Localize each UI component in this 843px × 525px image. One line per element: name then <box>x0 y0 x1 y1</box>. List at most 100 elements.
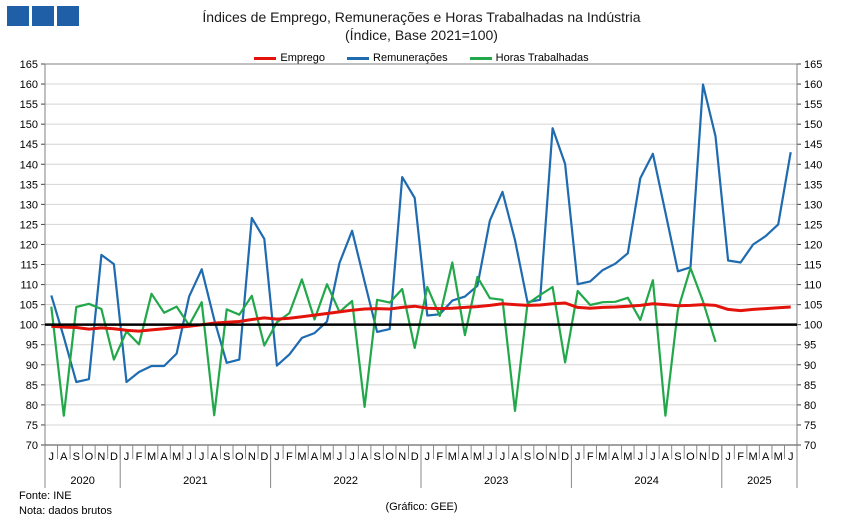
x-tick-label: O <box>536 451 545 463</box>
x-tick-label: J <box>725 451 731 463</box>
x-tick-label: M <box>172 451 181 463</box>
x-tick-label: D <box>411 451 419 463</box>
logo-block-3 <box>57 6 79 26</box>
x-tick-label: M <box>147 451 156 463</box>
x-tick-label: A <box>60 451 68 463</box>
x-tick-label: J <box>500 451 506 463</box>
y2-tick-label: 100 <box>804 320 822 332</box>
series-line-remuneracoes <box>50 83 792 384</box>
x-tick-label: F <box>436 451 443 463</box>
x-tick-label: D <box>110 451 118 463</box>
x-tick-label: A <box>762 451 770 463</box>
source-note: Fonte: INE <box>19 490 72 502</box>
x-tick-label: A <box>662 451 670 463</box>
x-tick-label: N <box>97 451 105 463</box>
legend-item-emprego: Emprego <box>254 52 325 64</box>
legend-swatch-remuneracoes <box>347 56 370 60</box>
x-tick-label: S <box>524 451 531 463</box>
chart-title-line1: Índices de Emprego, Remunerações e Horas… <box>202 9 641 25</box>
y-tick-label: 100 <box>20 320 38 332</box>
y2-tick-label: 75 <box>804 420 816 432</box>
x-tick-label: J <box>124 451 130 463</box>
x-tick-label: N <box>398 451 406 463</box>
x-tick-label: S <box>373 451 380 463</box>
y-tick-label: 130 <box>20 199 38 211</box>
y-tick-label: 70 <box>26 440 38 452</box>
x-tick-label: J <box>337 451 343 463</box>
x-tick-label: J <box>349 451 355 463</box>
legend-label-emprego: Emprego <box>280 52 326 64</box>
x-tick-label: J <box>199 451 205 463</box>
x-tick-label: J <box>788 451 794 463</box>
x-tick-label: A <box>511 451 519 463</box>
logo-block-2 <box>32 6 54 26</box>
x-tick-label: S <box>73 451 80 463</box>
x-tick-label: F <box>286 451 293 463</box>
x-tick-label: J <box>186 451 192 463</box>
gee-logo <box>7 6 79 26</box>
y2-tick-label: 160 <box>804 79 822 91</box>
series-line-emprego <box>51 301 791 333</box>
x-tick-label: A <box>361 451 369 463</box>
x-tick-label: J <box>638 451 644 463</box>
x-tick-label: M <box>297 451 306 463</box>
y2-tick-label: 165 <box>804 59 822 71</box>
x-tick-label: D <box>561 451 569 463</box>
legend-swatch-emprego <box>254 56 277 60</box>
y-tick-label: 165 <box>20 59 38 71</box>
y2-tick-label: 155 <box>804 99 822 111</box>
x-tick-label: J <box>274 451 280 463</box>
y2-tick-label: 135 <box>804 179 822 191</box>
x-tick-label: N <box>549 451 557 463</box>
y2-tick-label: 130 <box>804 199 822 211</box>
x-tick-label: F <box>737 451 744 463</box>
x-tick-label: A <box>211 451 219 463</box>
year-label: 2025 <box>747 475 771 487</box>
y-tick-label: 90 <box>26 360 38 372</box>
y2-tick-label: 115 <box>804 260 822 272</box>
legend-label-remuneracoes: Remunerações <box>373 52 448 64</box>
x-tick-label: A <box>461 451 469 463</box>
chart-legend: Emprego Remunerações Horas Trabalhadas <box>0 52 843 64</box>
x-tick-label: J <box>425 451 431 463</box>
y2-tick-label: 140 <box>804 159 822 171</box>
x-tick-label: O <box>85 451 94 463</box>
legend-item-horas: Horas Trabalhadas <box>469 52 589 64</box>
x-tick-label: O <box>385 451 394 463</box>
y-tick-label: 140 <box>20 159 38 171</box>
y-tick-label: 115 <box>20 260 38 272</box>
legend-swatch-horas <box>469 56 492 60</box>
year-label: 2024 <box>634 475 658 487</box>
series-line-horas-trabalhadas <box>50 261 717 417</box>
y-tick-label: 155 <box>20 99 38 111</box>
y-tick-label: 160 <box>20 79 38 91</box>
y-tick-label: 85 <box>26 380 38 392</box>
x-tick-label: M <box>473 451 482 463</box>
x-tick-label: A <box>311 451 319 463</box>
x-tick-label: J <box>487 451 493 463</box>
y2-tick-label: 120 <box>804 239 822 251</box>
x-tick-label: O <box>235 451 244 463</box>
y2-tick-label: 70 <box>804 440 816 452</box>
y-tick-label: 75 <box>26 420 38 432</box>
y2-tick-label: 150 <box>804 119 822 131</box>
x-tick-label: O <box>686 451 695 463</box>
year-label: 2023 <box>484 475 508 487</box>
x-tick-label: N <box>699 451 707 463</box>
y-tick-label: 105 <box>20 300 38 312</box>
x-tick-label: N <box>248 451 256 463</box>
y-tick-label: 110 <box>20 280 38 292</box>
y2-tick-label: 110 <box>804 280 822 292</box>
x-tick-label: F <box>587 451 594 463</box>
data-note: Nota: dados brutos <box>19 505 112 517</box>
x-tick-label: J <box>575 451 581 463</box>
x-tick-label: A <box>612 451 620 463</box>
legend-label-horas: Horas Trabalhadas <box>495 52 589 64</box>
y-tick-label: 125 <box>20 219 38 231</box>
y-tick-label: 145 <box>20 139 38 151</box>
year-label: 2020 <box>70 475 94 487</box>
x-tick-label: S <box>223 451 230 463</box>
x-tick-label: M <box>448 451 457 463</box>
y2-tick-label: 95 <box>804 340 816 352</box>
x-tick-label: M <box>774 451 783 463</box>
